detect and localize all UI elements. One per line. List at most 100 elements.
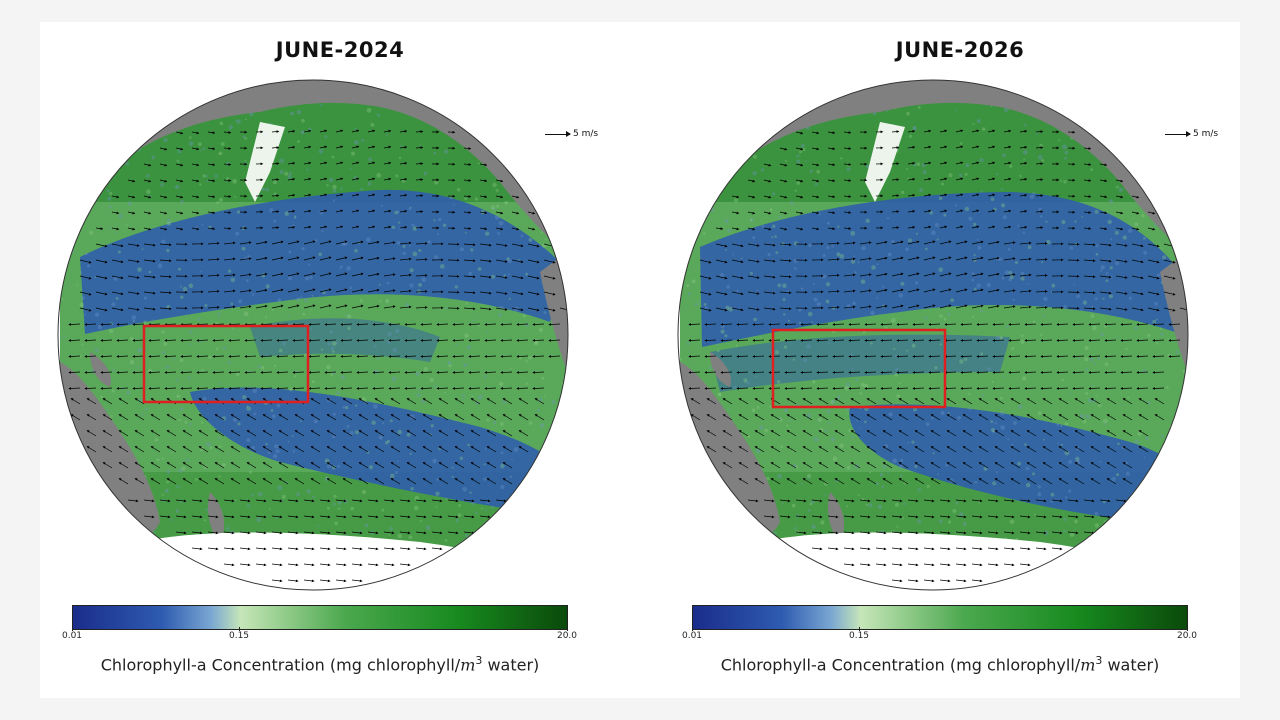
- data-speckle: [1013, 80, 1017, 83]
- data-speckle: [471, 538, 473, 540]
- wind-vector: [399, 129, 408, 133]
- data-speckle: [413, 97, 417, 100]
- data-speckle: [218, 475, 221, 478]
- wind-vector: [230, 446, 241, 453]
- data-speckle: [1121, 404, 1124, 406]
- data-speckle: [455, 518, 459, 523]
- data-speckle: [1184, 383, 1188, 387]
- data-speckle: [749, 218, 753, 222]
- data-speckle: [1124, 503, 1129, 508]
- data-speckle: [337, 464, 341, 468]
- data-speckle: [295, 370, 298, 373]
- wind-vector: [207, 499, 219, 503]
- data-speckle: [723, 560, 727, 564]
- data-speckle: [1116, 337, 1119, 339]
- wind-vector: [278, 430, 289, 437]
- low-chlorophyll-region: [849, 404, 1186, 522]
- wind-vector: [479, 195, 488, 199]
- data-speckle: [80, 296, 85, 300]
- data-speckle: [185, 314, 188, 316]
- data-speckle: [1037, 485, 1042, 489]
- wind-vector: [143, 243, 156, 247]
- wind-vector: [127, 211, 136, 215]
- wind-vector: [319, 547, 331, 551]
- data-speckle: [758, 562, 761, 565]
- data-speckle: [1168, 514, 1172, 518]
- wind-vector: [86, 446, 97, 453]
- data-speckle: [327, 342, 331, 346]
- data-speckle: [165, 581, 168, 584]
- data-speckle: [994, 422, 997, 425]
- wind-vector: [310, 398, 321, 405]
- wind-vector: [223, 195, 232, 198]
- data-speckle: [682, 564, 685, 567]
- data-speckle: [61, 298, 64, 301]
- data-speckle: [471, 501, 475, 505]
- data-speckle: [153, 530, 156, 533]
- wind-vector: [335, 304, 348, 309]
- data-speckle: [712, 590, 714, 592]
- data-speckle: [925, 422, 930, 427]
- data-speckle: [683, 541, 686, 545]
- wind-vector: [500, 387, 513, 390]
- wind-vector: [175, 227, 184, 231]
- data-speckle: [691, 211, 695, 216]
- data-speckle: [1005, 325, 1009, 329]
- data-speckle: [890, 413, 893, 416]
- data-speckle: [1164, 77, 1167, 80]
- data-speckle: [836, 252, 841, 257]
- data-speckle: [215, 347, 219, 351]
- data-speckle: [326, 464, 332, 469]
- wind-vector: [175, 163, 184, 167]
- data-speckle: [173, 571, 177, 574]
- data-speckle: [226, 527, 230, 531]
- wind-vector: [134, 430, 145, 437]
- wind-vector: [223, 227, 232, 230]
- data-speckle: [1064, 422, 1068, 426]
- wind-vector: [415, 531, 427, 535]
- data-speckle: [108, 328, 114, 334]
- wind-vector: [159, 147, 168, 151]
- data-speckle: [459, 247, 464, 252]
- wind-vector: [335, 161, 344, 165]
- data-speckle: [932, 452, 935, 455]
- wind-vector: [532, 355, 545, 358]
- data-speckle: [406, 432, 411, 437]
- scale-arrow-icon: [1165, 130, 1191, 137]
- data-speckle: [434, 180, 439, 185]
- wind-vector: [132, 371, 145, 374]
- data-speckle: [167, 217, 170, 220]
- data-speckle: [269, 208, 274, 213]
- data-speckle: [351, 151, 355, 156]
- data-speckle: [76, 284, 79, 287]
- wind-vector: [276, 323, 289, 326]
- data-speckle: [545, 506, 548, 509]
- wind-vector: [182, 414, 193, 421]
- wind-vector: [486, 398, 497, 405]
- wind-vector: [148, 387, 161, 390]
- wind-vector: [502, 414, 513, 421]
- data-speckle: [480, 111, 484, 116]
- data-speckle: [293, 216, 297, 219]
- data-speckle: [1116, 111, 1119, 113]
- data-speckle: [790, 76, 792, 78]
- wind-vector: [68, 323, 81, 326]
- data-speckle: [493, 421, 497, 425]
- data-speckle: [277, 298, 281, 302]
- wind-vector: [95, 259, 108, 264]
- data-speckle: [402, 251, 406, 256]
- data-speckle: [346, 425, 350, 428]
- data-speckle: [968, 216, 973, 221]
- data-speckle: [1137, 431, 1142, 436]
- wind-vector: [452, 371, 465, 374]
- colorbar-tickmark: [567, 627, 568, 631]
- wind-vector: [244, 339, 257, 342]
- data-speckle: [800, 287, 804, 290]
- data-speckle: [1076, 294, 1080, 299]
- data-speckle: [983, 466, 988, 471]
- data-speckle: [151, 155, 156, 160]
- data-speckle: [783, 313, 786, 316]
- data-speckle: [252, 293, 255, 296]
- data-speckle: [1134, 439, 1139, 444]
- data-speckle: [940, 322, 943, 325]
